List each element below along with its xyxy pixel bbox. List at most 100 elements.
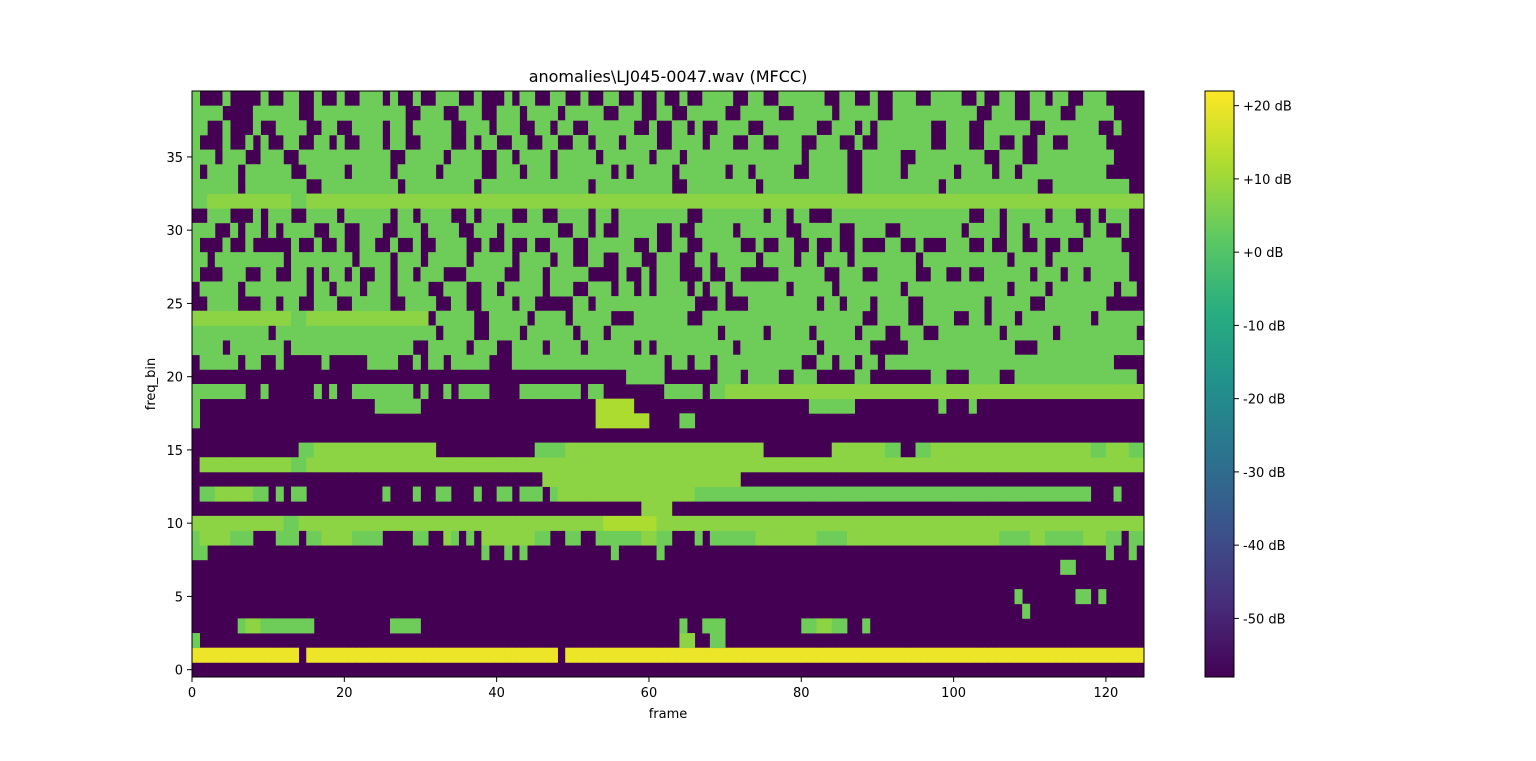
heatmap-cell — [588, 149, 597, 165]
heatmap-cell — [390, 178, 399, 194]
heatmap-cell — [961, 149, 970, 165]
heatmap-cell — [702, 618, 711, 634]
heatmap-cell — [953, 442, 962, 458]
heatmap-cell — [626, 222, 635, 238]
heatmap-cell — [862, 486, 871, 502]
heatmap-cell — [214, 325, 223, 341]
heatmap-cell — [1060, 530, 1069, 546]
heatmap-cell — [892, 384, 901, 400]
heatmap-cell — [740, 105, 749, 121]
heatmap-cell — [656, 486, 665, 502]
heatmap-cell — [633, 178, 642, 194]
heatmap-cell — [786, 266, 795, 282]
heatmap-cell — [740, 457, 749, 473]
heatmap-cell — [1044, 120, 1054, 136]
heatmap-cell — [207, 164, 216, 180]
heatmap-cell — [1105, 281, 1114, 297]
heatmap-cell — [702, 222, 711, 238]
heatmap-cell — [260, 647, 269, 663]
heatmap-cell — [626, 647, 635, 663]
heatmap-cell — [1052, 384, 1061, 400]
heatmap-cell — [961, 457, 970, 473]
heatmap-cell — [435, 149, 444, 165]
heatmap-cell — [915, 193, 924, 209]
heatmap-cell — [907, 354, 916, 370]
heatmap-cell — [687, 442, 696, 458]
heatmap-cell — [717, 369, 726, 385]
heatmap-cell — [1067, 193, 1076, 209]
heatmap-cell — [770, 193, 779, 209]
heatmap-cell — [938, 384, 947, 400]
heatmap-cell — [854, 252, 863, 268]
heatmap-cell — [329, 296, 338, 312]
heatmap-cell — [306, 647, 315, 663]
heatmap-cell — [435, 647, 444, 663]
heatmap-cell — [801, 647, 810, 663]
x-tick-label: 80 — [793, 686, 810, 701]
heatmap-cell — [717, 647, 726, 663]
heatmap-cell — [664, 515, 673, 531]
heatmap-cell — [390, 340, 399, 356]
heatmap-cell — [534, 178, 543, 194]
heatmap-cell — [542, 471, 551, 487]
heatmap-cell — [786, 252, 795, 268]
heatmap-cell — [367, 120, 376, 136]
heatmap-cell — [618, 647, 627, 663]
heatmap-cell — [580, 222, 589, 238]
heatmap-cell — [770, 178, 779, 194]
heatmap-cell — [351, 340, 360, 356]
heatmap-cell — [565, 105, 574, 121]
heatmap-cell — [1029, 178, 1038, 194]
heatmap-cell — [938, 281, 947, 297]
heatmap-cell — [945, 310, 954, 326]
heatmap-cell — [496, 105, 505, 121]
heatmap-cell — [740, 222, 749, 238]
heatmap-cell — [1037, 252, 1046, 268]
heatmap-cell — [740, 252, 749, 268]
heatmap-cell — [702, 193, 711, 209]
heatmap-cell — [207, 222, 216, 238]
heatmap-cell — [214, 281, 223, 297]
heatmap-cell — [869, 325, 878, 341]
heatmap-cell — [747, 457, 756, 473]
heatmap-cell — [207, 208, 216, 224]
heatmap-cell — [420, 208, 429, 224]
heatmap-cell — [755, 486, 764, 502]
heatmap-cell — [755, 515, 764, 531]
heatmap-cell — [1022, 252, 1031, 268]
heatmap-cell — [359, 105, 368, 121]
heatmap-cell — [679, 340, 688, 356]
heatmap-cell — [199, 222, 208, 238]
heatmap-cell — [984, 325, 993, 341]
heatmap-cell — [984, 222, 993, 238]
heatmap-cell — [885, 237, 894, 253]
heatmap-cell — [839, 647, 848, 663]
heatmap-cell — [1121, 369, 1130, 385]
heatmap-cell — [626, 340, 635, 356]
heatmap-cell — [511, 193, 520, 209]
heatmap-cell — [907, 515, 916, 531]
heatmap-cell — [839, 193, 848, 209]
heatmap-cell — [877, 120, 886, 136]
heatmap-cell — [816, 281, 825, 297]
heatmap-cell — [1105, 647, 1114, 663]
heatmap-cell — [412, 296, 421, 312]
heatmap-cell — [1044, 149, 1054, 165]
heatmap-cell — [717, 164, 726, 180]
heatmap-cell — [945, 354, 954, 370]
heatmap-cell — [306, 222, 315, 238]
heatmap-cell — [824, 515, 833, 531]
heatmap-cell — [664, 105, 673, 121]
x-tick-label: 40 — [488, 686, 505, 701]
heatmap-cell — [1083, 91, 1092, 107]
heatmap-cell — [900, 178, 909, 194]
heatmap-cell — [260, 105, 269, 121]
heatmap-cell — [1128, 193, 1137, 209]
heatmap-cell — [496, 252, 505, 268]
heatmap-cell — [1014, 208, 1023, 224]
heatmap-cell — [763, 120, 772, 136]
heatmap-cell — [313, 515, 322, 531]
heatmap-cell — [907, 178, 916, 194]
heatmap-cell — [268, 340, 277, 356]
heatmap-cell — [1014, 149, 1023, 165]
